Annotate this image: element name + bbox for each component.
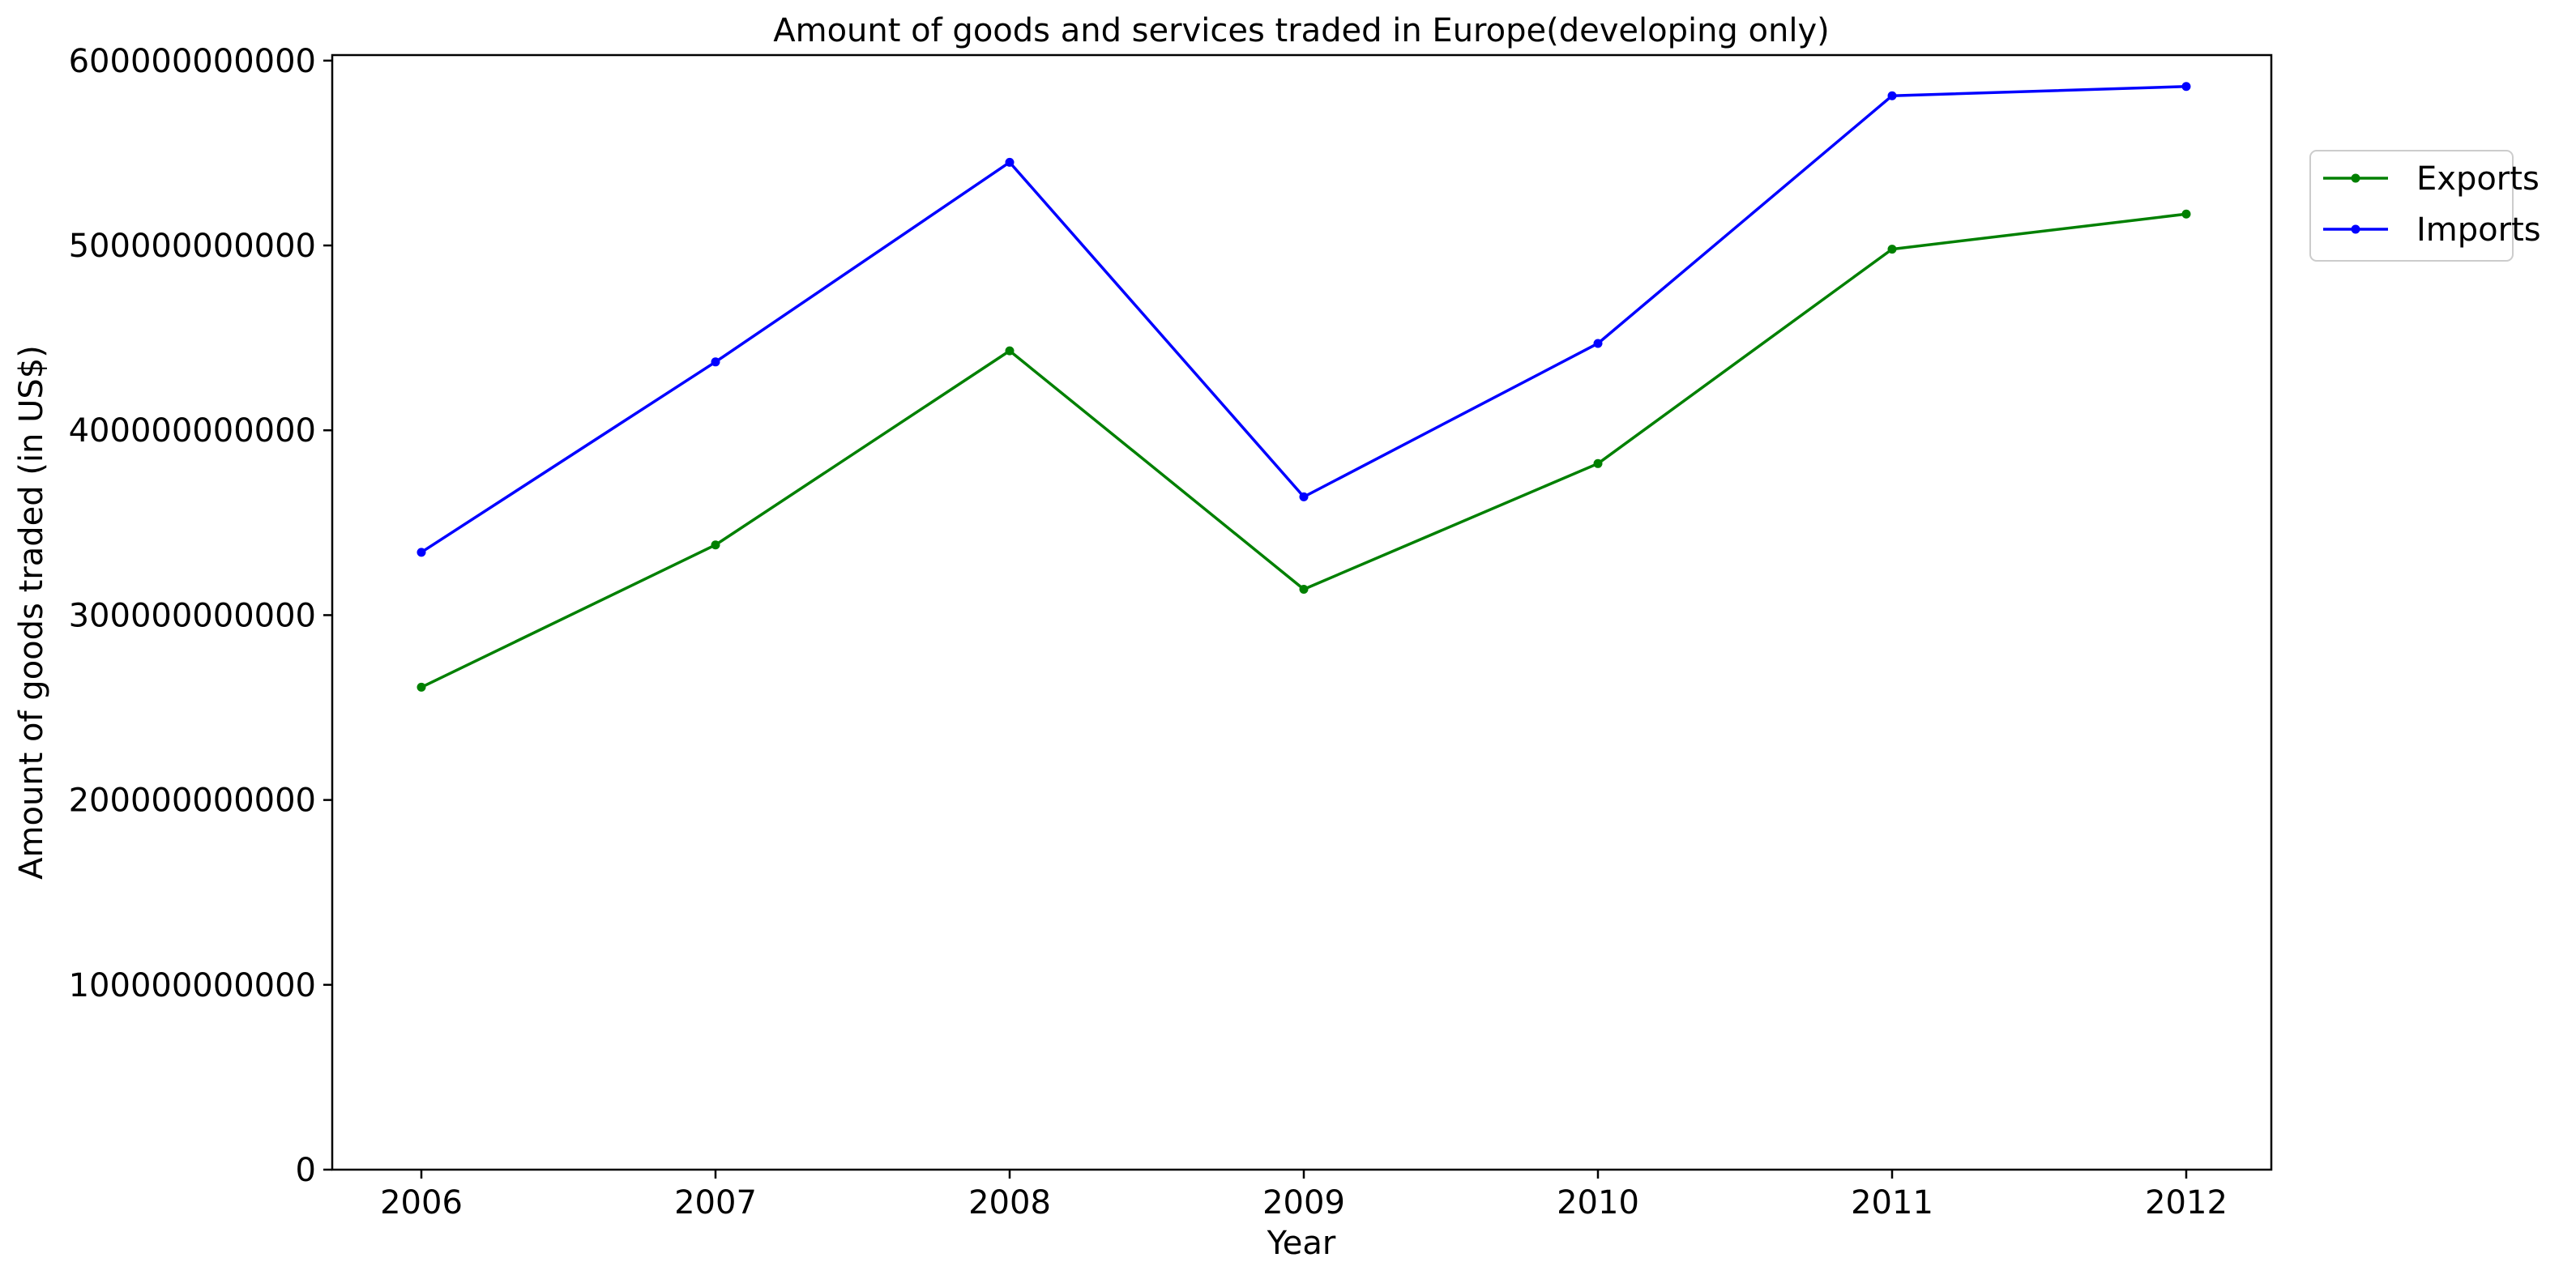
legend-label-imports: Imports	[2416, 211, 2541, 249]
y-axis-ticks: 0 100000000000 200000000000 300000000000 400…	[69, 43, 332, 1189]
series-line-exports	[421, 212, 2187, 689]
x-tick-label: 2010	[1557, 1184, 1639, 1221]
legend-marker-imports	[2351, 224, 2360, 234]
data-point-exports	[1005, 346, 1015, 356]
data-point-imports	[417, 548, 426, 557]
y-tick-label: 500000000000	[69, 228, 316, 265]
series-line-imports	[421, 85, 2187, 554]
y-tick-label: 200000000000	[69, 782, 316, 820]
data-point-imports	[1299, 492, 1309, 501]
data-point-imports	[1005, 157, 1015, 167]
data-point-exports	[711, 540, 720, 550]
data-point-imports	[1593, 339, 1603, 348]
y-tick-label: 0	[296, 1152, 316, 1189]
x-tick-label: 2008	[968, 1184, 1051, 1221]
data-point-imports	[2181, 82, 2191, 92]
x-axis-ticks: 2006 2007 2008 2009 2010 2011 2012	[380, 1170, 2228, 1221]
plot-area-frame	[331, 53, 2273, 1171]
x-tick-label: 2012	[2145, 1184, 2228, 1221]
data-point-exports	[1887, 245, 1897, 254]
data-point-imports	[1887, 91, 1897, 100]
y-tick-label: 600000000000	[69, 43, 316, 80]
legend-marker-exports	[2351, 173, 2360, 183]
chart-title: Amount of goods and services traded in E…	[773, 12, 1830, 49]
x-axis-label: Year	[1267, 1225, 1336, 1262]
x-tick-label: 2006	[380, 1184, 463, 1221]
data-point-exports	[1299, 584, 1309, 594]
data-point-exports	[2181, 209, 2191, 219]
x-tick-label: 2007	[674, 1184, 757, 1221]
data-point-imports	[711, 357, 720, 367]
y-tick-label: 300000000000	[69, 597, 316, 634]
x-tick-label: 2011	[1851, 1184, 1933, 1221]
y-tick-label: 100000000000	[69, 967, 316, 1004]
series-layer	[417, 82, 2191, 692]
x-tick-label: 2009	[1262, 1184, 1345, 1221]
data-point-exports	[417, 682, 426, 692]
legend-label-exports: Exports	[2416, 160, 2540, 198]
y-tick-label: 400000000000	[69, 412, 316, 450]
legend: Exports Imports	[2309, 150, 2541, 262]
data-point-exports	[1593, 458, 1603, 468]
y-axis-label: Amount of goods traded (in US$)	[13, 345, 50, 880]
